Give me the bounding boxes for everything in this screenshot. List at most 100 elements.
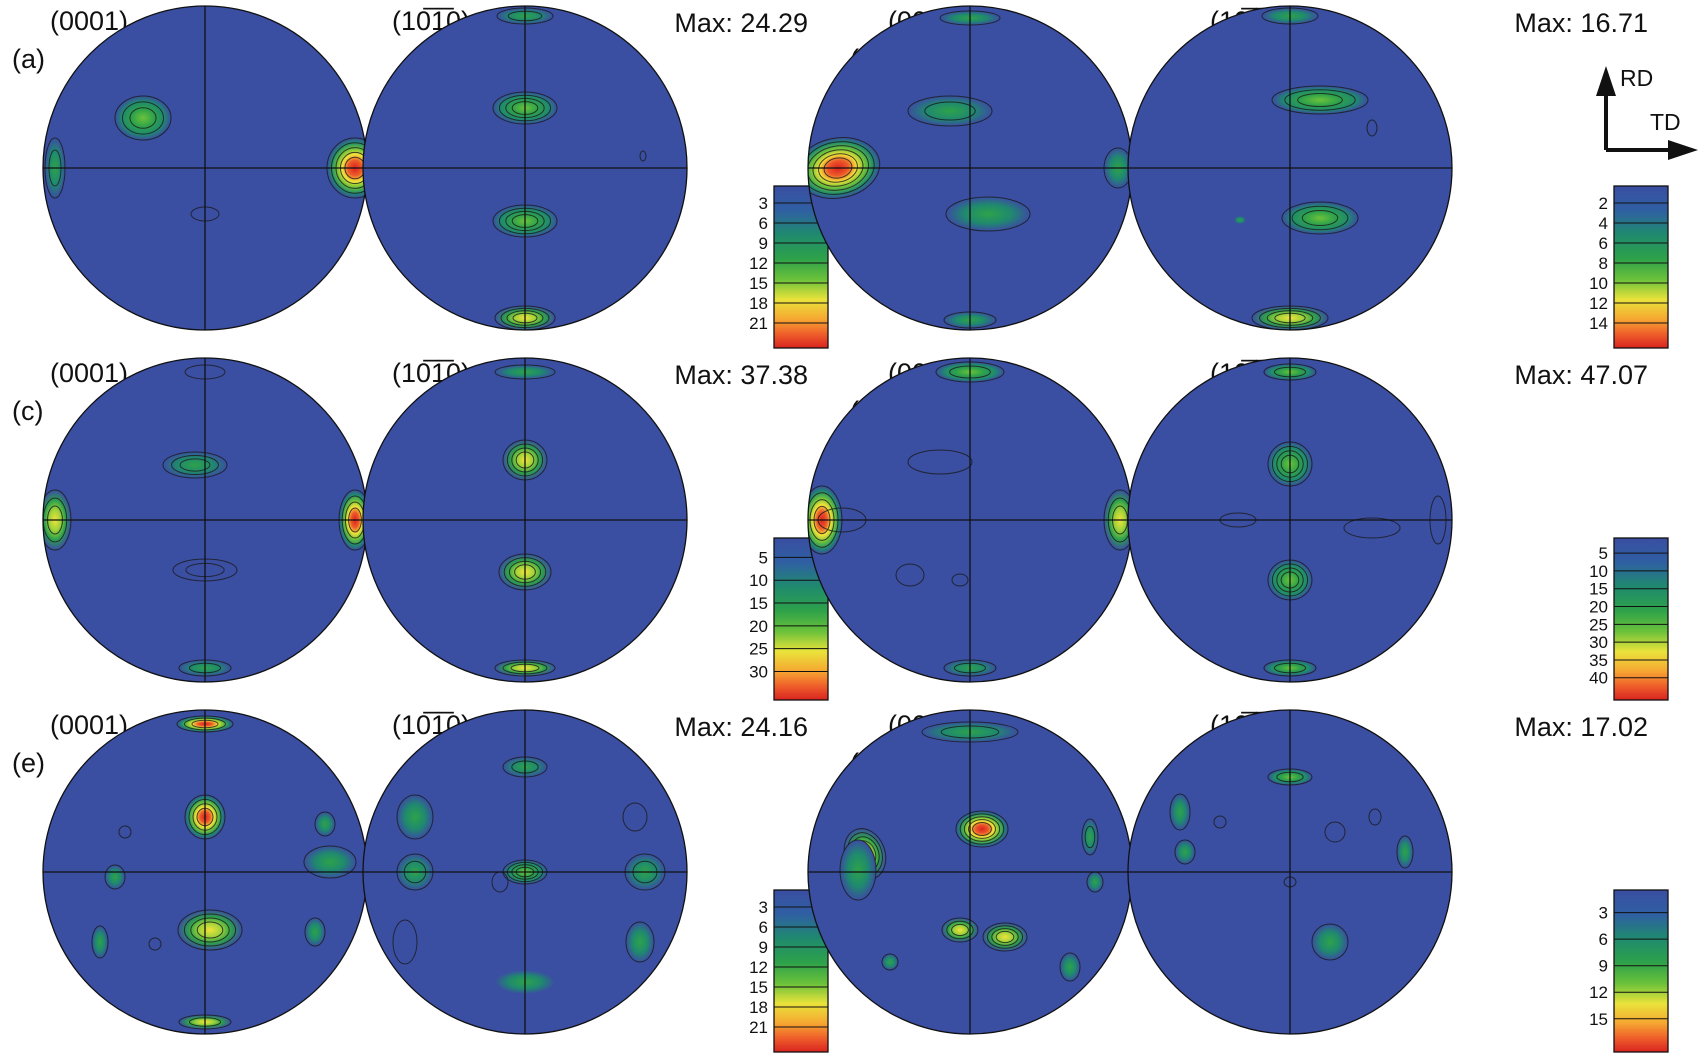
contour-line — [177, 909, 243, 951]
pole-figure-10-10 — [362, 5, 688, 331]
contour-line — [1311, 923, 1349, 961]
contour-line — [839, 839, 877, 901]
contour-line — [955, 810, 1009, 848]
contour-line — [986, 925, 1024, 949]
contour-line — [1059, 952, 1081, 982]
pole-figure-0001 — [42, 709, 368, 1035]
intensity-pole — [626, 922, 654, 962]
panel-tag: (c) — [12, 396, 43, 426]
contour-line — [1396, 835, 1414, 869]
intensity-pole — [315, 812, 335, 836]
contour-line — [963, 816, 1001, 842]
intensity-layer — [91, 715, 357, 1030]
contour-line — [114, 95, 172, 141]
intensity-pole — [983, 923, 1027, 951]
scale-tick-label: 12 — [1589, 294, 1608, 313]
contour-line — [1081, 818, 1099, 856]
pole-figure-0001 — [807, 5, 1133, 331]
contour-line — [972, 822, 992, 836]
scale-gradient — [1613, 889, 1669, 1053]
contour-line — [1368, 808, 1382, 826]
contour-line — [314, 811, 336, 837]
pole-figure-0001 — [42, 5, 368, 331]
contour-line — [1271, 85, 1369, 115]
contour-line — [1169, 793, 1191, 831]
scale-tick-label: 20 — [1589, 598, 1608, 617]
contour-line — [907, 449, 973, 475]
max-intensity-label: Max: 24.16 — [674, 712, 808, 742]
disc-outline — [1127, 357, 1453, 683]
contour-line — [190, 917, 230, 943]
contour-line — [808, 137, 881, 199]
intensity-pole — [1282, 202, 1358, 234]
contour-line — [121, 101, 165, 135]
plane-label-0001: (0001) — [50, 710, 128, 740]
intensity-layer — [1234, 7, 1378, 330]
td-arrow-head — [1668, 140, 1698, 160]
contour-line — [1284, 89, 1356, 111]
pole-figure-0001 — [42, 357, 368, 683]
contour-line — [304, 917, 326, 947]
contour-line — [945, 196, 1031, 232]
scale-tick-label: 9 — [1599, 957, 1608, 976]
contour-line — [118, 825, 132, 839]
contour-line — [881, 953, 899, 971]
scale-tick-label: 20 — [749, 617, 768, 636]
pole-figure-0001 — [807, 709, 1133, 1035]
contour-line — [1301, 210, 1339, 226]
panel-tag: (e) — [12, 748, 45, 778]
intensity-pole — [305, 918, 325, 946]
scale-tick-label: 5 — [1599, 544, 1608, 563]
intensity-pole — [882, 954, 898, 970]
disc-outline — [362, 357, 688, 683]
scale-tick-label: 9 — [759, 938, 768, 957]
rd-td-arrows: RD TD — [1596, 65, 1698, 160]
contour-line — [808, 145, 870, 191]
contour-line — [946, 920, 974, 940]
scale-tick-label: 4 — [1599, 214, 1608, 233]
contour-line — [1084, 825, 1096, 849]
intensity-pole — [946, 197, 1030, 231]
max-intensity-label: Max: 16.71 — [1514, 8, 1648, 38]
contour-line — [1281, 201, 1359, 235]
contour-line — [818, 153, 858, 183]
scale-gradient — [1613, 537, 1669, 701]
pole-figure-10-10 — [1127, 357, 1453, 683]
td-label: TD — [1650, 109, 1681, 135]
scale-tick-label: 35 — [1589, 651, 1608, 670]
scale-tick-label: 6 — [759, 918, 768, 937]
contour-line — [951, 573, 969, 587]
scale-tick-label: 30 — [749, 662, 768, 681]
contour-line — [171, 454, 219, 476]
scale-tick-label: 3 — [759, 194, 768, 213]
intensity-pole — [1082, 819, 1098, 855]
scale-tick-label: 15 — [1589, 1010, 1608, 1029]
intensity-pole — [1087, 872, 1103, 892]
scale-tick-label: 25 — [749, 640, 768, 659]
disc-outline — [1127, 5, 1453, 331]
intensity-pole — [1397, 836, 1413, 868]
intensity-pole — [1170, 794, 1190, 830]
intensity-pole — [1312, 924, 1348, 960]
contour-line — [183, 913, 237, 947]
scale-tick-label: 12 — [1589, 983, 1608, 1002]
contour-line — [91, 925, 109, 959]
scale-tick-label: 15 — [749, 594, 768, 613]
pole-figure-10-10 — [1127, 5, 1453, 331]
pole-figure-10-10 — [1127, 709, 1453, 1035]
scale-tick-label: 5 — [759, 548, 768, 567]
disc-outline — [1127, 709, 1453, 1035]
intensity-pole — [1175, 840, 1195, 864]
contour-line — [924, 101, 976, 121]
contour-line — [982, 922, 1028, 952]
contour-line — [396, 794, 434, 840]
contour-line — [1174, 839, 1196, 865]
intensity-pole — [840, 840, 876, 900]
scale-tick-label: 21 — [749, 1018, 768, 1037]
scale-tick-label: 6 — [1599, 930, 1608, 949]
